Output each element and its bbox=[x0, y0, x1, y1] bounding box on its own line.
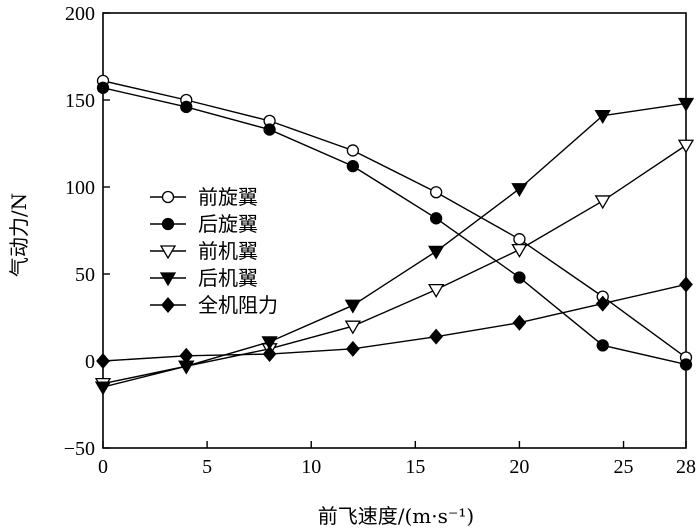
x-tick-label: 10 bbox=[301, 456, 321, 478]
series-3-point bbox=[344, 299, 361, 314]
series-4-point bbox=[679, 276, 693, 293]
legend-marker bbox=[159, 272, 177, 287]
series-4-point bbox=[262, 346, 277, 363]
series-1-point bbox=[96, 81, 110, 94]
series-3-point bbox=[594, 110, 611, 124]
y-axis-title: 气动力/N bbox=[7, 193, 31, 277]
series-4-point bbox=[346, 340, 360, 357]
legend-label: 后旋翼 bbox=[198, 212, 258, 236]
series-line-1 bbox=[102, 87, 687, 366]
x-axis-title: 前飞速度/(m·s⁻¹) bbox=[318, 504, 475, 528]
series-1-point bbox=[429, 212, 443, 225]
series-1-point bbox=[263, 123, 276, 136]
series-4-point bbox=[179, 347, 194, 364]
series-0-point bbox=[346, 144, 360, 157]
y-tick-label: 0 bbox=[85, 351, 95, 373]
y-tick-label: 100 bbox=[65, 177, 95, 199]
y-tick-label: −50 bbox=[64, 438, 95, 460]
series-line-2 bbox=[102, 144, 687, 385]
series-1-point bbox=[679, 358, 693, 371]
series-4-point bbox=[512, 314, 527, 331]
series-line-0 bbox=[102, 80, 687, 359]
series-2-point bbox=[594, 195, 611, 210]
x-tick-label: 20 bbox=[509, 456, 529, 478]
series-1-point bbox=[513, 271, 526, 284]
series-3-point bbox=[94, 381, 112, 396]
series-0-point bbox=[429, 186, 443, 199]
legend-label: 前机翼 bbox=[198, 239, 258, 263]
series-3-point bbox=[511, 183, 528, 198]
legend-marker bbox=[161, 217, 175, 231]
series-2-point bbox=[344, 320, 361, 335]
x-tick-label: 0 bbox=[98, 456, 108, 478]
y-tick-label: 150 bbox=[65, 90, 95, 112]
series-2-point bbox=[511, 243, 528, 258]
legend-label: 前旋翼 bbox=[198, 185, 258, 209]
series-line-3 bbox=[102, 102, 687, 388]
legend-marker bbox=[159, 245, 177, 260]
series-4-point bbox=[595, 295, 610, 312]
legend-label: 全机阻力 bbox=[198, 293, 278, 317]
legend-label: 后机翼 bbox=[198, 266, 258, 290]
series-3-point bbox=[428, 245, 445, 260]
series-3-point bbox=[677, 97, 695, 112]
series-1-point bbox=[180, 100, 193, 114]
x-tick-label: 28 bbox=[676, 456, 696, 478]
series-4-point bbox=[429, 328, 443, 345]
legend-marker bbox=[161, 297, 175, 313]
legend-marker bbox=[161, 190, 175, 204]
series-2-point bbox=[428, 284, 445, 298]
series-1-point bbox=[596, 339, 609, 352]
y-tick-label: 50 bbox=[75, 264, 95, 286]
x-tick-label: 5 bbox=[202, 456, 212, 478]
plot-frame bbox=[102, 12, 687, 449]
y-tick-label: 200 bbox=[65, 3, 95, 25]
series-3-point bbox=[261, 336, 278, 351]
series-0-point bbox=[513, 233, 526, 246]
series-4-point bbox=[96, 353, 110, 369]
series-2-point bbox=[677, 139, 695, 154]
x-tick-label: 25 bbox=[614, 456, 634, 478]
x-tick-label: 15 bbox=[405, 456, 425, 478]
series-1-point bbox=[346, 159, 360, 173]
series-line-4 bbox=[102, 283, 687, 362]
